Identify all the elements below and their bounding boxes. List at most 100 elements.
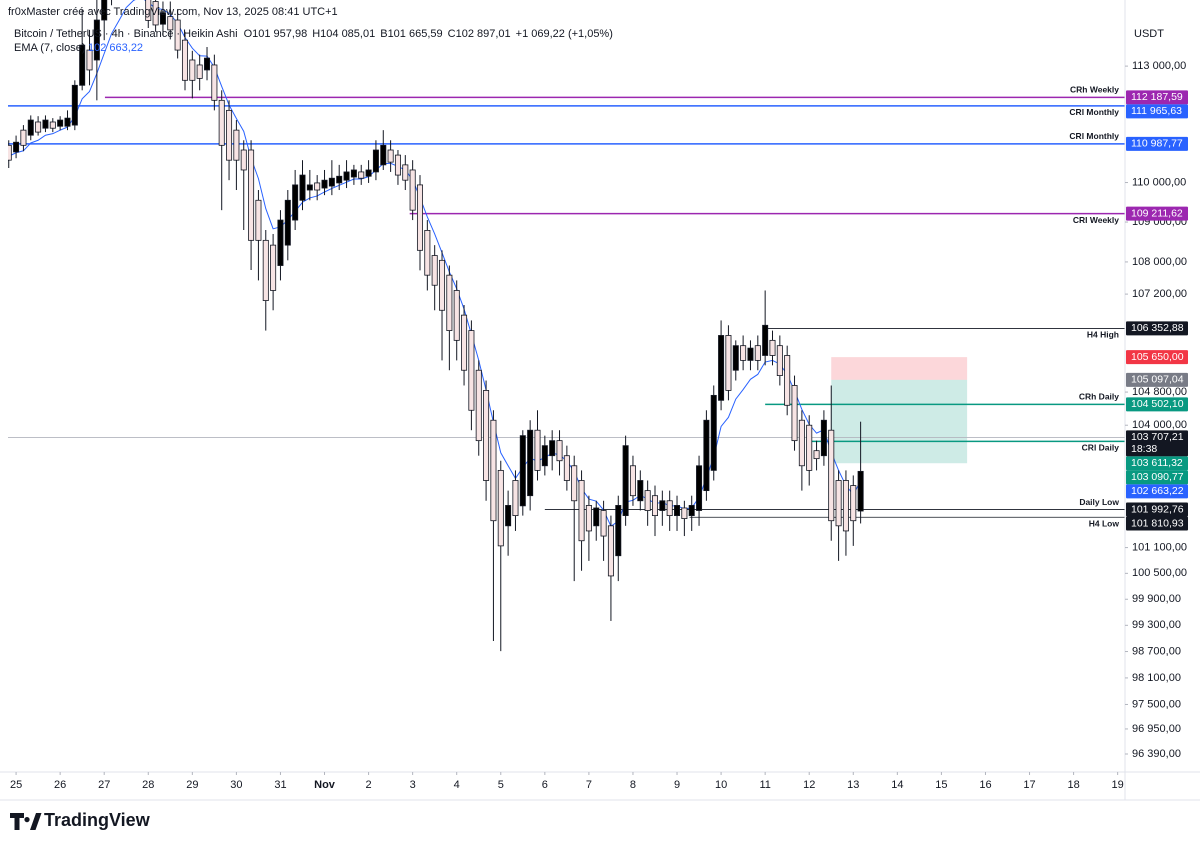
candle-body	[732, 345, 739, 371]
candle-body	[409, 169, 416, 211]
candle-body	[402, 164, 409, 181]
candle-body	[696, 465, 703, 511]
candle-body	[637, 480, 644, 502]
candle-body	[343, 171, 350, 181]
price-tag	[1126, 456, 1188, 471]
candle-body	[86, 49, 93, 71]
price-tag	[1126, 430, 1188, 457]
candle-body	[475, 369, 482, 442]
candle-body	[688, 505, 695, 517]
ema-legend: EMA (7, close)	[14, 42, 86, 54]
candle-body	[527, 429, 534, 497]
level-name: CRl Monthly	[1069, 131, 1119, 141]
candle-body	[681, 507, 688, 519]
candle-body	[710, 394, 717, 471]
candle-body	[240, 149, 247, 171]
candle-body	[13, 141, 20, 153]
x-tick-label: 4	[454, 779, 460, 791]
candle-body	[806, 424, 813, 471]
candle-body	[703, 419, 710, 492]
candle-body	[556, 440, 563, 462]
candle-body	[314, 182, 321, 191]
candle-body	[857, 470, 864, 512]
candle-body	[380, 144, 387, 166]
x-tick-label: 13	[847, 779, 859, 791]
candle-body	[248, 149, 255, 241]
candle-body	[519, 435, 526, 507]
candle-body	[629, 465, 636, 497]
symbol-title: Bitcoin / TetherUS · 4h · Binance · Heik…	[14, 28, 238, 40]
x-tick-label: 6	[542, 779, 548, 791]
level-name: H4 High	[1087, 330, 1119, 340]
candle-body	[71, 84, 78, 126]
price-tag	[1126, 372, 1188, 387]
ohlc-value: 101 665,59	[388, 28, 443, 40]
x-tick-label: 30	[230, 779, 242, 791]
logo-text: TradingView	[44, 810, 151, 830]
candle-body	[607, 525, 614, 577]
x-tick-label: 7	[586, 779, 592, 791]
candle-body	[666, 500, 673, 517]
candle-body	[446, 274, 453, 331]
y-tick-label: 104 800,00	[1132, 386, 1187, 398]
candle-body	[306, 184, 313, 191]
candle-body	[820, 419, 827, 457]
candle-body	[167, 16, 174, 31]
candle-body	[218, 99, 225, 146]
candle-body	[358, 171, 365, 179]
y-tick-label: 98 700,00	[1132, 645, 1181, 657]
candle-body	[776, 345, 783, 376]
candle-body	[101, 0, 108, 21]
y-tick-label: 98 100,00	[1132, 672, 1181, 684]
ohlc-key: B	[380, 28, 387, 40]
candle-body	[284, 199, 291, 246]
candle-body	[181, 39, 188, 81]
x-tick-label: 9	[674, 779, 680, 791]
y-tick-label: 99 300,00	[1132, 619, 1181, 631]
ohlc-value: 101 957,98	[252, 28, 307, 40]
candle-body	[754, 345, 761, 361]
candle-body	[468, 330, 475, 411]
candle-body	[644, 490, 651, 511]
price-tag-label: 106 352,88	[1131, 322, 1184, 334]
ohlc-key: C	[448, 28, 456, 40]
x-tick-label: 5	[498, 779, 504, 791]
price-tag-label: 103 707,21	[1131, 431, 1184, 443]
price-tag	[1126, 136, 1188, 151]
candle-body	[262, 239, 269, 301]
candle-body	[571, 465, 578, 502]
candle-body	[27, 119, 34, 136]
x-tick-label: 28	[142, 779, 154, 791]
candle-body	[365, 169, 372, 177]
candle-body	[350, 169, 357, 178]
x-tick-label: 17	[1023, 779, 1035, 791]
x-tick-label: Nov	[314, 779, 336, 791]
logo: TradingView	[10, 810, 151, 830]
ohlc-value: 102 897,01	[456, 28, 511, 40]
candle-body	[321, 179, 328, 189]
price-tag	[1126, 484, 1188, 499]
candle-body	[718, 335, 725, 401]
candle-body	[512, 480, 519, 517]
candle-body	[394, 154, 401, 176]
candle-body	[431, 255, 438, 286]
candle-body	[769, 339, 776, 356]
candle-body	[159, 12, 166, 25]
candle-body	[93, 19, 100, 61]
candle-body	[189, 59, 196, 81]
price-tag-label: 109 211,62	[1131, 207, 1183, 219]
price-tag-label: 101 810,93	[1131, 517, 1184, 529]
price-tag-label: 110 987,77	[1131, 138, 1183, 150]
candle-body	[659, 500, 666, 511]
target-zone	[831, 379, 968, 464]
level-name: CRh Daily	[1079, 392, 1119, 402]
y-tick-label: 107 200,00	[1132, 288, 1187, 300]
x-tick-label: 11	[759, 779, 770, 791]
candle-body	[299, 174, 306, 201]
candle-body	[651, 495, 658, 517]
candle-body	[211, 64, 218, 101]
price-tag-label: 112 187,59	[1131, 91, 1183, 103]
candle-body	[196, 64, 203, 79]
candle-body	[387, 149, 394, 163]
